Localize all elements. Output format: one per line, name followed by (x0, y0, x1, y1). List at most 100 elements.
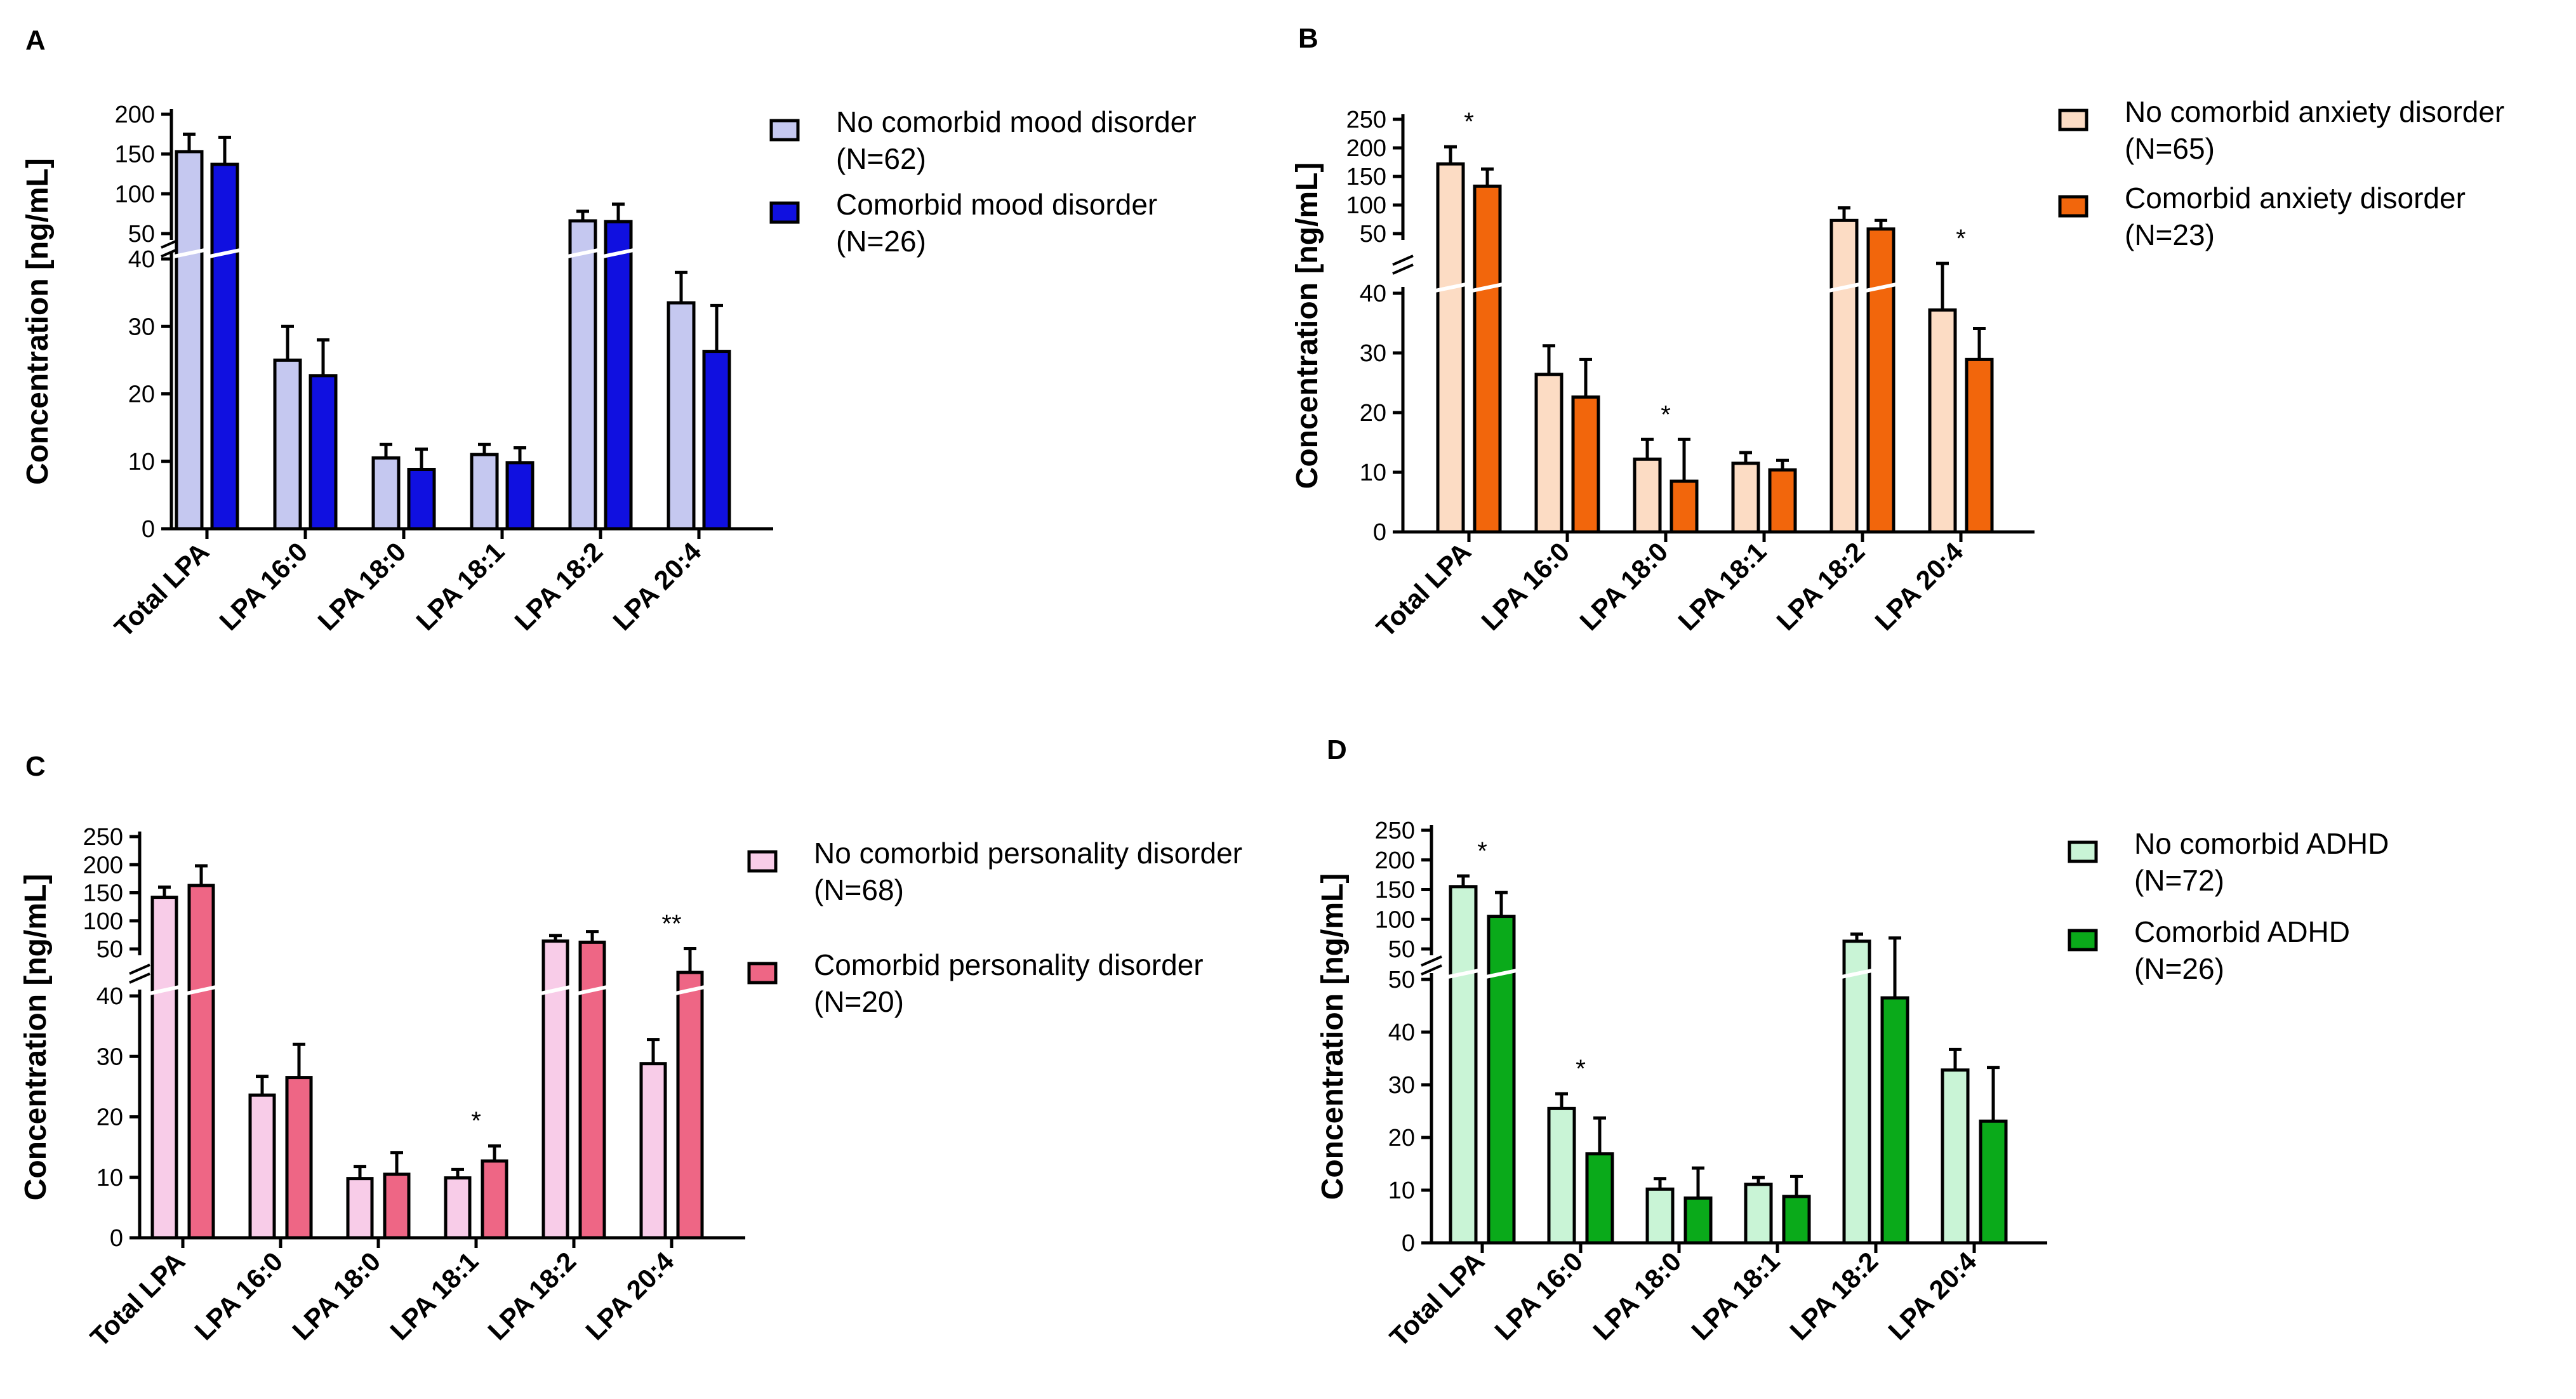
y-tick-label: 20 (128, 381, 155, 408)
y-tick-label: 40 (1360, 281, 1386, 307)
legend-n: (N=26) (836, 225, 926, 258)
bar-break-edge (577, 985, 607, 995)
category-label: LPA 18:2 (482, 1246, 581, 1346)
bar-a-s0-c0 (175, 150, 204, 531)
bar-b-s1-c4 (1866, 227, 1895, 534)
y-tick-label: 10 (96, 1165, 123, 1191)
legend-label: No comorbid ADHD (2134, 827, 2389, 860)
axis-break-mark (129, 964, 150, 975)
legend-label: Comorbid ADHD (2134, 915, 2350, 948)
bar-d-s1-c4 (1880, 996, 1909, 1245)
legend-swatch (747, 962, 778, 985)
bar-b-s1-c3 (1768, 468, 1797, 534)
bar-break-edge (602, 248, 634, 258)
significance-marker: * (1576, 1055, 1586, 1083)
bar-break-edge (1447, 969, 1479, 979)
legend-swatch (747, 850, 778, 873)
bar-d-s1-c2 (1683, 1196, 1713, 1245)
category-label: LPA 18:2 (1770, 536, 1870, 636)
axis-break-mark (129, 972, 150, 984)
bar-c-s0-c0 (150, 896, 178, 1240)
y-axis-label: Concentration [ng/mL] (1316, 873, 1350, 1200)
legend-n: (N=62) (836, 142, 926, 175)
bar-break-edge (186, 985, 216, 995)
y-tick-label: 150 (1346, 164, 1386, 190)
legend-label: Comorbid mood disorder (836, 188, 1157, 221)
y-tick-label: 100 (1346, 192, 1386, 219)
bar-a-s1-c2 (407, 468, 436, 531)
y-tick-label: 100 (83, 908, 123, 935)
legend-n: (N=26) (2134, 952, 2224, 985)
y-tick-label: 0 (110, 1225, 123, 1252)
bar-break-edge (1841, 969, 1873, 979)
category-label: LPA 16:0 (213, 536, 313, 636)
legend-n: (N=20) (814, 985, 904, 1018)
bar-b-s0-c2 (1633, 457, 1662, 534)
y-tick-label: 50 (1388, 967, 1415, 993)
bar-c-s0-c1 (248, 1093, 276, 1240)
bar-c-s1-c0 (187, 884, 215, 1240)
bar-break-edge (1471, 282, 1503, 293)
bar-d-s1-c0 (1487, 915, 1516, 1245)
significance-marker: * (1477, 837, 1487, 865)
bar-a-s0-c5 (667, 301, 696, 531)
legend-n: (N=23) (2125, 218, 2215, 251)
category-label: LPA 16:0 (1489, 1246, 1588, 1346)
y-tick-label: 40 (1388, 1019, 1415, 1046)
bar-b-s1-c0 (1473, 184, 1502, 534)
category-label: LPA 18:2 (1784, 1246, 1883, 1346)
y-axis-label: Concentration [ng/mL] (21, 158, 55, 485)
bar-break-edge (1828, 282, 1860, 293)
bar-break-edge (149, 985, 180, 995)
y-axis-label: Concentration [ng/mL] (19, 874, 53, 1201)
significance-marker: ** (661, 910, 681, 938)
bar-c-s1-c3 (481, 1159, 508, 1240)
bar-c-s1-c2 (383, 1172, 411, 1240)
bar-a-s1-c5 (702, 350, 731, 531)
axis-break-mark (1392, 263, 1414, 275)
y-tick-label: 200 (1375, 847, 1415, 874)
bar-b-s1-c2 (1670, 479, 1699, 534)
category-label: Total LPA (1384, 1246, 1490, 1352)
panel-letter: B (1298, 23, 1318, 54)
category-label: LPA 20:4 (1882, 1246, 1982, 1346)
category-label: Total LPA (109, 536, 215, 642)
category-label: Total LPA (84, 1246, 190, 1352)
y-tick-label: 250 (1375, 818, 1415, 844)
y-tick-label: 30 (1388, 1072, 1415, 1099)
bar-d-s0-c4 (1842, 939, 1871, 1245)
y-tick-label: 0 (1373, 519, 1386, 546)
panel-letter: A (25, 25, 46, 56)
bar-b-s1-c5 (1965, 357, 1994, 534)
bar-break-edge (209, 248, 241, 258)
y-tick-label: 50 (128, 221, 155, 248)
y-tick-label: 250 (1346, 107, 1386, 133)
bar-a-s0-c3 (470, 453, 499, 531)
legend-swatch (769, 201, 800, 224)
y-tick-label: 50 (1388, 936, 1415, 963)
category-label: LPA 16:0 (189, 1246, 288, 1346)
legend-n: (N=68) (814, 873, 904, 906)
bar-b-s0-c0 (1436, 162, 1465, 534)
legend-label: No comorbid anxiety disorder (2125, 95, 2504, 128)
bar-d-s0-c0 (1449, 885, 1478, 1245)
y-tick-label: 20 (1388, 1125, 1415, 1151)
bar-a-s1-c0 (210, 162, 239, 531)
bar-c-s0-c5 (639, 1062, 667, 1240)
bar-c-s0-c4 (541, 939, 569, 1240)
y-tick-label: 30 (1360, 340, 1386, 367)
significance-marker: * (471, 1107, 481, 1135)
bar-a-s1-c3 (505, 461, 534, 531)
bar-a-s1-c1 (309, 374, 338, 531)
y-tick-label: 150 (115, 142, 155, 168)
y-tick-label: 10 (128, 449, 155, 475)
y-tick-label: 10 (1388, 1177, 1415, 1204)
y-tick-label: 30 (128, 314, 155, 340)
legend-label: No comorbid personality disorder (814, 837, 1242, 870)
category-label: LPA 18:0 (312, 536, 411, 636)
category-label: Total LPA (1371, 536, 1477, 642)
y-tick-label: 200 (115, 102, 155, 128)
bar-a-s0-c4 (568, 219, 597, 531)
